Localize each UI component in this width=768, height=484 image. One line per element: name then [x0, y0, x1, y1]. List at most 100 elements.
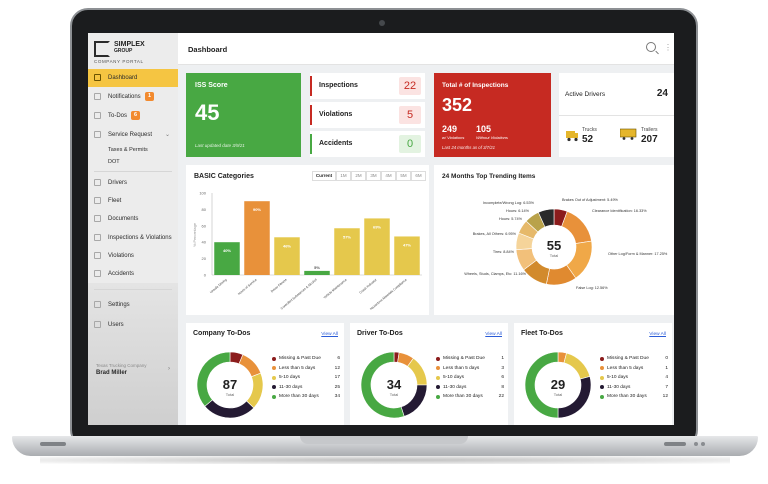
logo[interactable]: SIMPLEX GROUP COMPANY PORTAL: [94, 41, 174, 64]
sidebar-item-users[interactable]: Users: [88, 316, 178, 334]
sidebar-subitem-taxes-permits[interactable]: Taxes & Permits: [108, 147, 148, 153]
donut-slice[interactable]: [563, 352, 591, 380]
sidebar-item-drivers[interactable]: Drivers: [88, 174, 178, 192]
laptop-light: [701, 442, 705, 446]
donut-slice[interactable]: [400, 384, 428, 417]
slice-label: Other Log/Form & Manner: 17.25%: [608, 252, 668, 256]
bar[interactable]: [364, 218, 390, 275]
period-tab-4m[interactable]: 4M: [381, 171, 396, 181]
donut-slice[interactable]: [238, 354, 262, 378]
legend-count: 12: [662, 394, 668, 399]
sidebar-item-accidents[interactable]: Accidents: [88, 265, 178, 283]
period-tab-5m[interactable]: 5M: [396, 171, 411, 181]
sidebar-item-violations[interactable]: Violations: [88, 247, 178, 265]
sidebar-item-service-request[interactable]: Service Request ⌄: [88, 126, 178, 144]
stat-accent: [310, 76, 312, 96]
active-drivers-label: Active Drivers: [565, 91, 606, 98]
logo-mark-icon: [94, 41, 110, 57]
sidebar-subitem-dot[interactable]: DOT: [108, 159, 120, 165]
truck-icon: [94, 197, 101, 204]
bar[interactable]: [214, 242, 240, 275]
total-inspections-card[interactable]: Total # of Inspections 352 249 105 w/ Vi…: [434, 73, 551, 157]
sidebar-item-inspections-violations[interactable]: Inspections & Violations: [88, 229, 178, 247]
bar[interactable]: [304, 270, 330, 275]
bar[interactable]: [274, 237, 300, 275]
donut-slice[interactable]: [360, 351, 405, 419]
webcam: [379, 20, 385, 26]
stat-value: 22: [399, 77, 421, 95]
x-tick-label: Hours of Service: [237, 278, 258, 296]
donut-slice[interactable]: [196, 351, 231, 407]
bar[interactable]: [244, 201, 270, 275]
todo-legend: Missing & Past Due 1 Less than 5 days 3 5-10…: [436, 355, 504, 403]
legend-row[interactable]: 11-30 days 8: [436, 384, 504, 394]
iss-score-card[interactable]: ISS Score 45 Last updated date 3/9/21: [186, 73, 301, 157]
donut-center-total: 29: [551, 377, 565, 392]
legend-row[interactable]: More than 30 days 22: [436, 393, 504, 403]
bar[interactable]: [394, 236, 420, 275]
search-icon[interactable]: [646, 42, 656, 52]
donut-slice[interactable]: [524, 351, 559, 419]
legend-row[interactable]: More than 30 days 34: [272, 393, 340, 403]
period-tab-current[interactable]: Current: [312, 171, 336, 181]
divider: [94, 289, 172, 290]
donut-slice[interactable]: [561, 210, 592, 244]
legend-row[interactable]: 5-10 days 17: [272, 374, 340, 384]
iss-title: ISS Score: [195, 82, 228, 89]
donut-slice[interactable]: [538, 208, 555, 228]
sidebar-item-label: Violations: [108, 253, 134, 259]
legend-row[interactable]: Missing & Past Due 6: [272, 355, 340, 365]
drivers-fleet-card[interactable]: Active Drivers 24 Trucks 52 Trailers 207: [559, 73, 674, 157]
donut-slice[interactable]: [204, 399, 255, 419]
legend-count: 25: [334, 384, 340, 390]
divider: [94, 171, 172, 172]
stat-accent: [310, 134, 312, 154]
sidebar-item-fleet[interactable]: Fleet: [88, 192, 178, 210]
bar-value-label: 40%: [223, 248, 231, 253]
donut-slice[interactable]: [246, 372, 264, 409]
sidebar-item-label: Drivers: [108, 180, 127, 186]
view-all-link[interactable]: View All: [485, 332, 502, 337]
violations-stat[interactable]: Violations 5: [310, 102, 425, 128]
sidebar-item-dashboard[interactable]: Dashboard: [88, 69, 178, 87]
logo-subtitle: COMPANY PORTAL: [94, 59, 144, 64]
divider: [559, 115, 674, 116]
accidents-stat[interactable]: Accidents 0: [310, 131, 425, 157]
inspections-stat[interactable]: Inspections 22: [310, 73, 425, 99]
sidebar-item-todos[interactable]: To-Dos 6: [88, 107, 178, 125]
legend-row[interactable]: Less than 5 days 3: [436, 365, 504, 375]
legend-row[interactable]: 5-10 days 4: [600, 374, 668, 384]
sidebar-item-documents[interactable]: Documents: [88, 210, 178, 228]
laptop-notch: [300, 436, 468, 444]
legend-row[interactable]: More than 30 days 12: [600, 393, 668, 403]
trailers-label: Trailers: [641, 127, 658, 133]
period-tab-2m[interactable]: 2M: [351, 171, 366, 181]
donut-center-total: 55: [547, 238, 561, 253]
legend-count: 6: [337, 356, 340, 361]
chevron-right-icon[interactable]: ›: [168, 366, 170, 372]
sidebar-item-settings[interactable]: Settings: [88, 296, 178, 314]
header-overflow-icon[interactable]: ⋮: [664, 43, 672, 52]
trucks-label: Trucks: [582, 127, 597, 133]
legend-row[interactable]: Less than 5 days 12: [272, 365, 340, 375]
legend-row[interactable]: 5-10 days 6: [436, 374, 504, 384]
legend-count: 12: [334, 365, 340, 371]
driver-icon: [94, 179, 101, 186]
legend-row[interactable]: Missing & Past Due 1: [436, 355, 504, 365]
donut-slice[interactable]: [407, 357, 428, 386]
period-tab-6m[interactable]: 6M: [411, 171, 426, 181]
period-tab-1m[interactable]: 1M: [336, 171, 351, 181]
bar[interactable]: [334, 228, 360, 275]
view-all-link[interactable]: View All: [321, 332, 338, 337]
user-name[interactable]: Brad Miller: [96, 370, 128, 376]
legend-row[interactable]: Less than 5 days 1: [600, 365, 668, 375]
gear-icon: [94, 301, 101, 308]
legend-row[interactable]: 11-30 days 7: [600, 384, 668, 394]
bar-value-label: 47%: [403, 242, 411, 247]
legend-row[interactable]: 11-30 days 25: [272, 384, 340, 394]
sidebar-item-notifications[interactable]: Notifications 1: [88, 88, 178, 106]
view-all-link[interactable]: View All: [649, 332, 666, 337]
period-tab-3m[interactable]: 3M: [366, 171, 381, 181]
legend-row[interactable]: Missing & Past Due 0: [600, 355, 668, 365]
